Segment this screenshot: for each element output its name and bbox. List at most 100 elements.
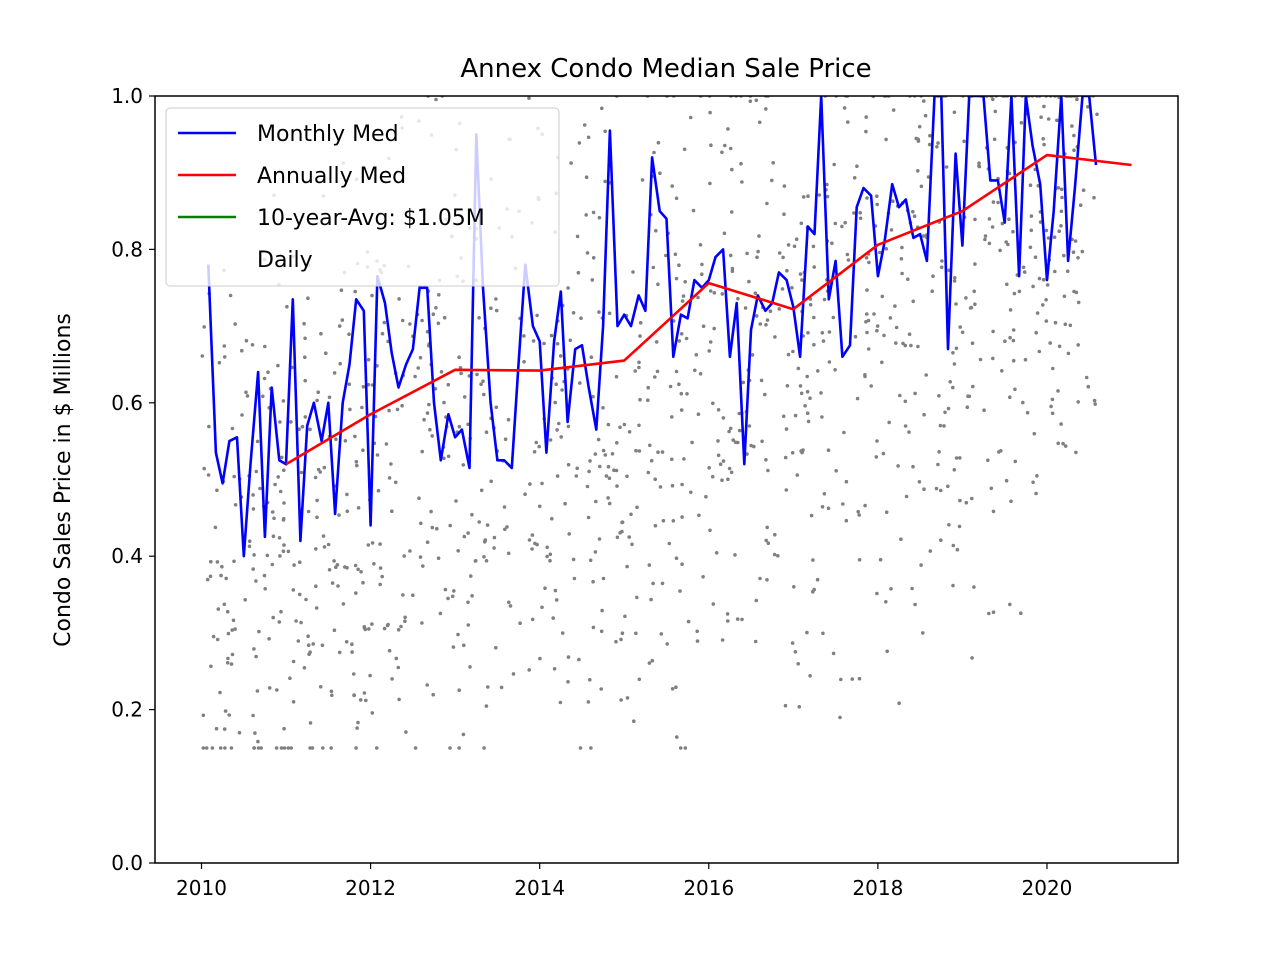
daily-point — [408, 549, 412, 553]
daily-point — [683, 280, 687, 284]
daily-point — [965, 405, 970, 410]
daily-point — [588, 459, 592, 463]
daily-point — [508, 604, 513, 608]
daily-point — [998, 248, 1002, 253]
daily-point — [291, 659, 296, 664]
daily-point — [364, 698, 368, 703]
daily-point — [511, 672, 516, 676]
daily-point — [964, 500, 969, 505]
daily-point — [291, 700, 296, 704]
daily-point — [286, 549, 291, 554]
daily-point — [907, 332, 912, 337]
daily-point — [701, 575, 705, 579]
daily-point — [591, 210, 596, 215]
daily-point — [855, 396, 860, 401]
daily-point — [875, 194, 879, 198]
daily-point — [944, 165, 949, 169]
daily-point — [202, 466, 206, 471]
daily-point — [659, 632, 664, 636]
daily-point — [282, 726, 286, 731]
daily-point — [725, 612, 730, 616]
daily-point — [811, 244, 816, 249]
daily-point — [878, 250, 882, 255]
daily-point — [1050, 397, 1055, 402]
daily-point — [1034, 491, 1038, 496]
daily-point — [376, 488, 381, 493]
daily-point — [485, 523, 490, 527]
daily-point — [302, 666, 307, 670]
daily-point — [711, 401, 715, 406]
daily-point — [880, 294, 885, 299]
daily-point — [1008, 602, 1012, 607]
daily-point — [399, 624, 403, 629]
daily-point — [693, 368, 697, 373]
daily-point — [473, 559, 478, 563]
daily-point — [727, 429, 731, 434]
legend-label: Annually Med — [257, 164, 406, 189]
daily-point — [777, 307, 782, 311]
daily-point — [809, 513, 814, 518]
daily-point — [282, 543, 286, 547]
daily-point — [993, 109, 998, 114]
daily-point — [222, 602, 227, 607]
daily-point — [360, 405, 364, 410]
daily-point — [226, 631, 231, 636]
daily-point — [620, 529, 624, 534]
daily-point — [230, 628, 234, 632]
daily-point — [354, 746, 358, 750]
daily-point — [230, 426, 235, 431]
daily-point — [271, 534, 276, 538]
daily-point — [880, 360, 884, 365]
daily-point — [327, 568, 332, 572]
daily-point — [492, 535, 497, 540]
daily-point — [218, 746, 223, 750]
daily-point — [921, 234, 926, 238]
daily-point — [815, 577, 820, 582]
daily-point — [600, 106, 604, 111]
daily-point — [629, 512, 633, 517]
daily-point — [418, 355, 423, 360]
daily-point — [420, 449, 425, 454]
daily-point — [634, 631, 638, 636]
daily-point — [271, 615, 276, 620]
daily-point — [1059, 209, 1064, 214]
daily-point — [863, 373, 867, 377]
daily-point — [294, 619, 298, 623]
daily-point — [1062, 294, 1067, 299]
daily-point — [857, 676, 862, 681]
daily-point — [282, 501, 286, 505]
daily-point — [486, 685, 490, 689]
daily-point — [281, 516, 286, 521]
daily-point — [796, 366, 801, 371]
daily-point — [720, 478, 724, 483]
daily-point — [856, 509, 860, 514]
daily-point — [698, 243, 703, 247]
daily-point — [366, 382, 371, 387]
daily-point — [623, 614, 627, 619]
daily-point — [694, 353, 699, 357]
daily-point — [936, 141, 940, 145]
daily-point — [368, 673, 372, 678]
daily-point — [938, 423, 943, 428]
daily-point — [972, 289, 976, 294]
daily-point — [898, 393, 902, 398]
daily-point — [278, 554, 282, 558]
daily-point — [737, 411, 741, 416]
daily-point — [347, 382, 352, 387]
daily-point — [936, 462, 940, 467]
daily-point — [982, 408, 986, 413]
daily-point — [315, 498, 319, 503]
daily-point — [591, 625, 596, 630]
daily-point — [983, 234, 988, 238]
daily-point — [923, 113, 928, 118]
daily-point — [1053, 320, 1058, 325]
daily-point — [479, 488, 484, 493]
daily-point — [970, 656, 974, 660]
daily-point — [816, 369, 820, 373]
daily-point — [442, 400, 446, 405]
daily-point — [204, 746, 209, 750]
daily-point — [395, 407, 400, 412]
daily-point — [400, 403, 404, 408]
daily-point — [1000, 369, 1004, 373]
daily-point — [448, 746, 452, 750]
